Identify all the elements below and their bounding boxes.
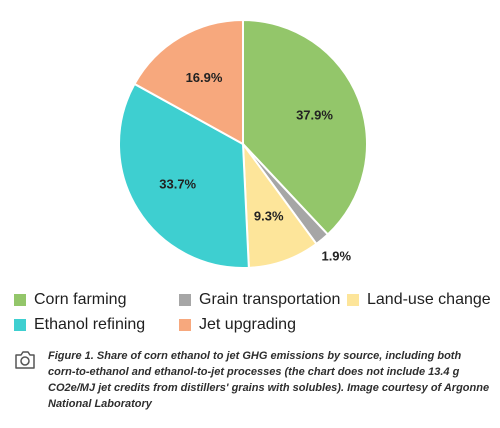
legend-label: Grain transportation <box>199 291 341 308</box>
legend-label: Jet upgrading <box>199 316 296 333</box>
slice-value-label: 9.3% <box>254 209 284 224</box>
legend-item-grain-transportation: Grain transportation <box>179 291 340 309</box>
slice-value-label: 33.7% <box>159 177 196 192</box>
legend-item-land-use-change: Land-use change <box>347 291 491 309</box>
legend-swatch <box>179 294 191 306</box>
legend-swatch <box>347 294 359 306</box>
legend-swatch <box>179 319 191 331</box>
legend-swatch <box>14 294 26 306</box>
legend-swatch <box>14 319 26 331</box>
legend-item-ethanol-refining: Ethanol refining <box>14 316 145 334</box>
slice-value-label: 16.9% <box>186 70 223 85</box>
pie-chart: 37.9% 1.9% 9.3% 33.7% 16.9% <box>118 18 368 269</box>
pie-slice-corn-farming <box>242 18 368 236</box>
legend-label: Ethanol refining <box>34 316 146 333</box>
camera-icon <box>15 351 35 369</box>
legend-label: Land-use change <box>367 291 491 308</box>
figure-caption-block: Figure 1. Share of corn ethanol to jet G… <box>14 348 490 412</box>
legend-item-corn-farming: Corn farming <box>14 291 126 309</box>
pie-slice-jet-upgrading <box>133 18 244 146</box>
slice-value-label: 1.9% <box>321 248 351 263</box>
figure-caption: Figure 1. Share of corn ethanol to jet G… <box>48 350 490 410</box>
slice-value-label: 37.9% <box>296 108 333 123</box>
legend-item-jet-upgrading: Jet upgrading <box>179 316 296 334</box>
legend-label: Corn farming <box>34 291 127 308</box>
